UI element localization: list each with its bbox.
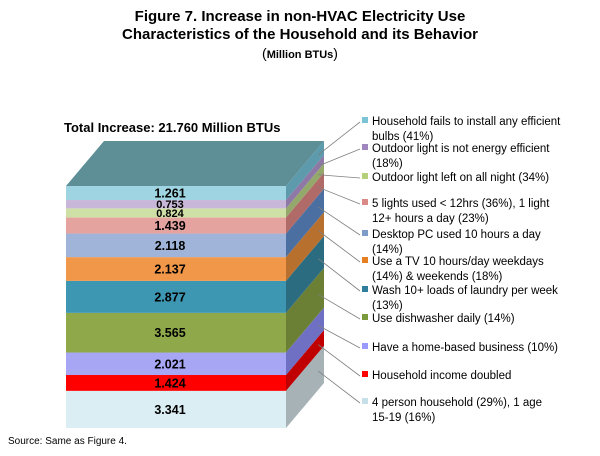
legend-label: Household fails to install any efficient bbox=[372, 116, 561, 128]
legend-swatch bbox=[362, 314, 368, 320]
legend-leader-line bbox=[318, 121, 361, 156]
legend-label: (14%) bbox=[372, 244, 403, 256]
legend-leader-line bbox=[318, 325, 361, 349]
legend-label: Household income doubled bbox=[372, 370, 511, 382]
bar-segment-value: 2.118 bbox=[155, 239, 186, 253]
bar-segment-side bbox=[286, 267, 324, 353]
legend-label: 5 lights used < 12hrs (36%), 1 light bbox=[372, 198, 550, 210]
bar-segment-side bbox=[286, 188, 324, 258]
bar-segment-value: 1.424 bbox=[154, 376, 185, 390]
bar-segment bbox=[66, 233, 286, 258]
bar-segment-side bbox=[286, 307, 324, 376]
legend-label: (13%) bbox=[372, 300, 403, 312]
legend-leader-line bbox=[318, 258, 361, 292]
legend-label: Use dishwasher daily (14%) bbox=[372, 313, 515, 325]
legend-swatch bbox=[362, 199, 368, 205]
bar-top-face bbox=[66, 141, 324, 186]
bar-segment-value: 1.439 bbox=[154, 219, 185, 233]
legend-leader-line bbox=[318, 370, 361, 404]
legend-swatch bbox=[362, 286, 368, 292]
bar-segment-side bbox=[286, 212, 324, 281]
bar-segment-side bbox=[286, 172, 324, 234]
legend-swatch bbox=[362, 117, 368, 123]
legend-label: 12+ hours a day (23%) bbox=[372, 213, 489, 225]
legend-swatch bbox=[362, 230, 368, 236]
bar-segment bbox=[66, 257, 286, 281]
total-increase-label: Total Increase: 21.760 Million BTUs bbox=[64, 120, 281, 135]
legend-leader-line bbox=[318, 148, 361, 167]
legend-label: (18%) bbox=[372, 158, 403, 170]
bar-segment-value: 3.341 bbox=[154, 403, 185, 417]
bar-segment bbox=[66, 352, 286, 376]
bar-segment-value: 3.565 bbox=[154, 326, 185, 340]
legend-leader-line bbox=[318, 344, 361, 377]
source-note: Source: Same as Figure 4. bbox=[8, 436, 127, 447]
bar-segment bbox=[66, 217, 286, 234]
legend-leader-line bbox=[318, 294, 361, 320]
legend-leader-line bbox=[318, 230, 361, 263]
legend-label: Use a TV 10 hours/day weekdays bbox=[372, 256, 544, 268]
chart-title-line2: Characteristics of the Household and its… bbox=[122, 26, 478, 43]
legend-leader-line bbox=[318, 174, 361, 179]
legend-label: Have a home-based business (10%) bbox=[372, 342, 558, 354]
subtitle-unit: Million BTUs bbox=[266, 49, 334, 61]
legend-label: Outdoor light left on all night (34%) bbox=[372, 172, 549, 184]
bar-segment-value: 2.137 bbox=[154, 263, 185, 277]
bar-segment-value: 1.261 bbox=[154, 187, 185, 201]
legend-label: Outdoor light is not energy efficient bbox=[372, 143, 550, 155]
bar-segment bbox=[66, 390, 286, 428]
chart-subtitle: (Million BTUs) bbox=[0, 44, 600, 64]
legend-swatch bbox=[362, 371, 368, 377]
bar-segment-side bbox=[286, 235, 324, 313]
legend-label: (14%) & weekends (18%) bbox=[372, 271, 503, 283]
legend-label: Desktop PC used 10 hours a day bbox=[372, 229, 541, 241]
bar-segment-side bbox=[286, 345, 324, 428]
legend-swatch bbox=[362, 343, 368, 349]
bar-segment-value: 0.753 bbox=[156, 199, 184, 211]
bar-segment bbox=[66, 312, 286, 353]
bar-segment bbox=[66, 208, 286, 218]
legend-swatch bbox=[362, 257, 368, 263]
bar-segment bbox=[66, 186, 286, 201]
subtitle-open-paren: ( bbox=[262, 45, 267, 61]
bar-segment-value: 2.877 bbox=[154, 290, 185, 304]
chart-title-block: Figure 7. Increase in non-HVAC Electrici… bbox=[0, 8, 600, 64]
legend-swatch bbox=[362, 398, 368, 404]
bar-segment bbox=[66, 280, 286, 313]
legend-swatch bbox=[362, 173, 368, 179]
legend-label: 4 person household (29%), 1 age bbox=[372, 397, 542, 409]
subtitle-close-paren: ) bbox=[333, 45, 338, 61]
bar-segment-side bbox=[286, 330, 324, 391]
chart-title-line1: Figure 7. Increase in non-HVAC Electrici… bbox=[134, 8, 466, 25]
legend-leader-line bbox=[318, 206, 361, 236]
legend-label: Wash 10+ loads of laundry per week bbox=[372, 285, 558, 297]
legend-label: bulbs (41%) bbox=[372, 131, 434, 143]
legend-swatch bbox=[362, 144, 368, 150]
bar-segment-side bbox=[286, 155, 324, 209]
legend-leader-line bbox=[318, 186, 361, 205]
bar-segment bbox=[66, 200, 286, 209]
bar-segment-side bbox=[286, 163, 324, 218]
legend-label: 15-19 (16%) bbox=[372, 412, 435, 424]
bar-segment-side bbox=[286, 141, 324, 201]
bar-segment bbox=[66, 375, 286, 391]
bar-segment-value: 0.824 bbox=[156, 208, 184, 220]
bar-segment-value: 2.021 bbox=[154, 357, 185, 371]
